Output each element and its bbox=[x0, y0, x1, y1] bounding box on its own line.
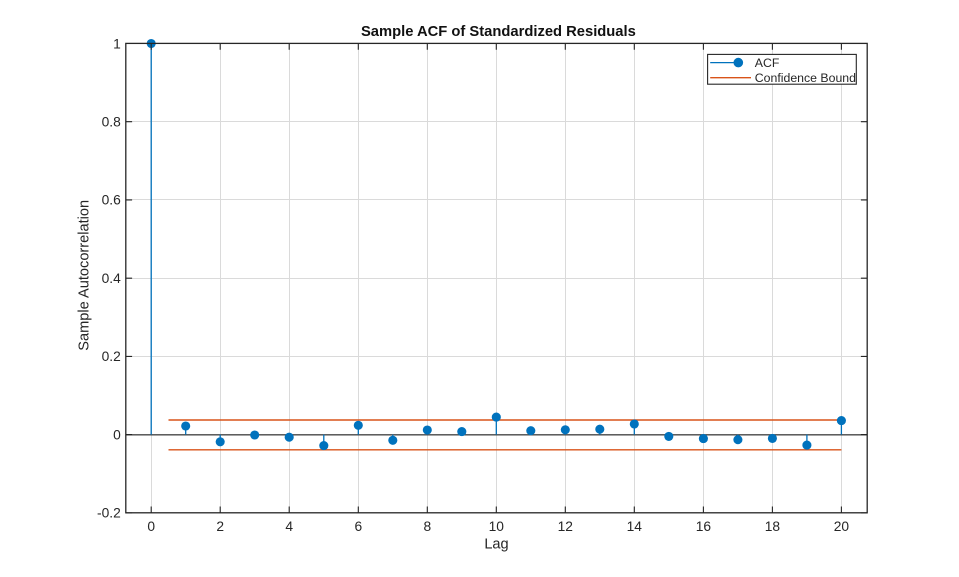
svg-text:0: 0 bbox=[113, 427, 121, 442]
svg-text:0.6: 0.6 bbox=[102, 193, 122, 208]
svg-text:4: 4 bbox=[285, 519, 293, 534]
svg-text:1: 1 bbox=[113, 36, 121, 51]
svg-text:14: 14 bbox=[627, 519, 643, 534]
svg-text:0: 0 bbox=[147, 519, 155, 534]
svg-text:0.4: 0.4 bbox=[102, 271, 122, 286]
svg-text:Sample Autocorrelation: Sample Autocorrelation bbox=[77, 200, 93, 351]
svg-text:Confidence Bound: Confidence Bound bbox=[755, 71, 856, 85]
svg-text:-0.2: -0.2 bbox=[97, 506, 121, 521]
svg-text:12: 12 bbox=[558, 519, 573, 534]
svg-text:Lag: Lag bbox=[484, 537, 508, 553]
svg-text:10: 10 bbox=[489, 519, 505, 534]
svg-text:0.2: 0.2 bbox=[102, 349, 121, 364]
svg-text:18: 18 bbox=[765, 519, 781, 534]
svg-text:8: 8 bbox=[423, 519, 431, 534]
svg-text:6: 6 bbox=[354, 519, 362, 534]
svg-text:0.8: 0.8 bbox=[102, 115, 122, 130]
svg-text:ACF: ACF bbox=[755, 56, 780, 70]
svg-text:Sample ACF of Standardized Res: Sample ACF of Standardized Residuals bbox=[361, 24, 636, 40]
svg-text:20: 20 bbox=[834, 519, 850, 534]
svg-text:2: 2 bbox=[216, 519, 224, 534]
svg-text:16: 16 bbox=[696, 519, 712, 534]
